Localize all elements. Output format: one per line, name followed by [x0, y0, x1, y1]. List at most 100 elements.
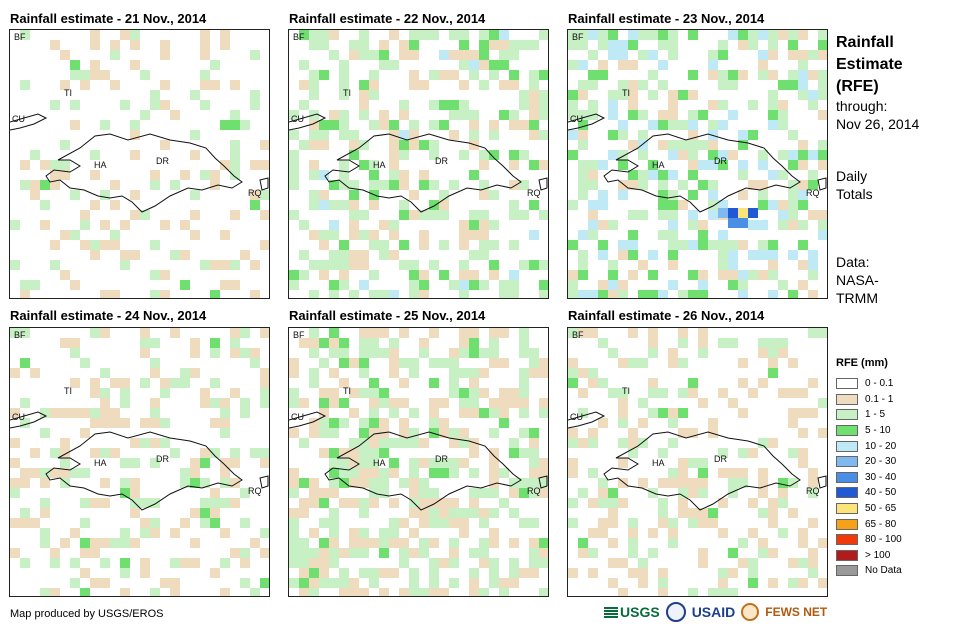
rainfall-cell [608, 30, 618, 40]
rainfall-cell [778, 80, 788, 90]
legend-swatch [836, 393, 858, 405]
rainfall-cell [309, 588, 319, 596]
rainfall-cell [240, 250, 250, 260]
rainfall-cell [10, 260, 20, 270]
rainfall-cell [808, 260, 818, 270]
rainfall-cell [708, 120, 718, 130]
rainfall-cell [568, 110, 578, 120]
rainfall-cell [60, 50, 70, 60]
rainfall-cell [628, 518, 638, 528]
rainfall-cell [529, 438, 539, 448]
panel-title: Rainfall estimate - 23 Nov., 2014 [568, 11, 765, 26]
rainfall-cell [379, 398, 389, 408]
rainfall-cell [210, 170, 220, 180]
rainfall-cell [220, 428, 230, 438]
rainfall-cell [190, 90, 200, 100]
rainfall-cell [529, 348, 539, 358]
rainfall-cell [459, 408, 469, 418]
rainfall-cell [568, 200, 578, 210]
rainfall-cell [688, 210, 698, 220]
rainfall-cell [658, 40, 668, 50]
rainfall-cell [748, 250, 758, 260]
rainfall-cell [180, 558, 190, 568]
rainfall-cell [509, 398, 519, 408]
rainfall-cell [100, 290, 110, 298]
rainfall-cell [120, 378, 130, 388]
rainfall-cell [130, 30, 140, 40]
legend-swatch [836, 409, 858, 421]
rainfall-cell [429, 498, 439, 508]
rainfall-cell [618, 588, 628, 596]
rainfall-cell [10, 368, 20, 378]
rainfall-cell [289, 358, 299, 368]
rainfall-cell [120, 538, 130, 548]
rainfall-cell [788, 130, 798, 140]
legend-swatch [836, 534, 858, 546]
legend-item: 5 - 10 [836, 423, 902, 439]
rainfall-cell [299, 30, 309, 40]
rainfall-cell [479, 558, 489, 568]
rainfall-cell [230, 478, 240, 488]
map-label-rq: RQ [248, 486, 262, 496]
rainfall-cell [289, 130, 299, 140]
rainfall-cell [309, 368, 319, 378]
rainfall-cell [748, 100, 758, 110]
rainfall-cell [758, 438, 768, 448]
hispaniola-outline [603, 133, 801, 213]
rainfall-cell [70, 120, 80, 130]
rainfall-cell [150, 290, 160, 298]
rainfall-cell [459, 110, 469, 120]
rainfall-cell [210, 348, 220, 358]
rainfall-cell [20, 418, 30, 428]
rainfall-cell [140, 348, 150, 358]
rainfall-cell [419, 548, 429, 558]
rainfall-cell [598, 200, 608, 210]
rainfall-cell [339, 348, 349, 358]
rainfall-cell [369, 90, 379, 100]
rainfall-cell [210, 448, 220, 458]
rainfall-cell [409, 358, 419, 368]
rainfall-cell [309, 260, 319, 270]
map-label-ha: HA [94, 458, 107, 468]
rainfall-cell [130, 40, 140, 50]
rainfall-cell [80, 240, 90, 250]
rainfall-cell [588, 160, 598, 170]
rainfall-cell [598, 190, 608, 200]
rainfall-cell [768, 498, 778, 508]
rainfall-cell [369, 388, 379, 398]
rainfall-cell [658, 170, 668, 180]
rainfall-cell [688, 518, 698, 528]
rainfall-cell [309, 290, 319, 298]
rainfall-cell [389, 408, 399, 418]
rainfall-cell [648, 120, 658, 130]
rainfall-cell [499, 60, 509, 70]
rainfall-cell [409, 40, 419, 50]
rainfall-cell [359, 428, 369, 438]
rainfall-cell [708, 200, 718, 210]
rainfall-cell [529, 468, 539, 478]
map-label-bf: BF [293, 330, 305, 340]
rainfall-cell [299, 568, 309, 578]
rainfall-cell [319, 40, 329, 50]
rainfall-cell [329, 120, 339, 130]
rainfall-cell [339, 448, 349, 458]
rainfall-cell [399, 328, 409, 338]
map-label-rq: RQ [248, 188, 262, 198]
rainfall-cell [529, 200, 539, 210]
rainfall-cell [638, 210, 648, 220]
rainfall-cell [519, 40, 529, 50]
rainfall-cell [449, 50, 459, 60]
rainfall-cell [588, 528, 598, 538]
rainfall-cell [798, 180, 808, 190]
rainfall-cell [778, 170, 788, 180]
rainfall-cell [319, 568, 329, 578]
rainfall-cell [409, 548, 419, 558]
rainfall-cell [260, 240, 269, 250]
rainfall-cell [728, 80, 738, 90]
map-label-rq: RQ [806, 486, 820, 496]
rainfall-cell [120, 478, 130, 488]
rainfall-cell [429, 568, 439, 578]
rainfall-cell [30, 180, 40, 190]
rainfall-cell [499, 408, 509, 418]
rainfall-cell [499, 40, 509, 50]
